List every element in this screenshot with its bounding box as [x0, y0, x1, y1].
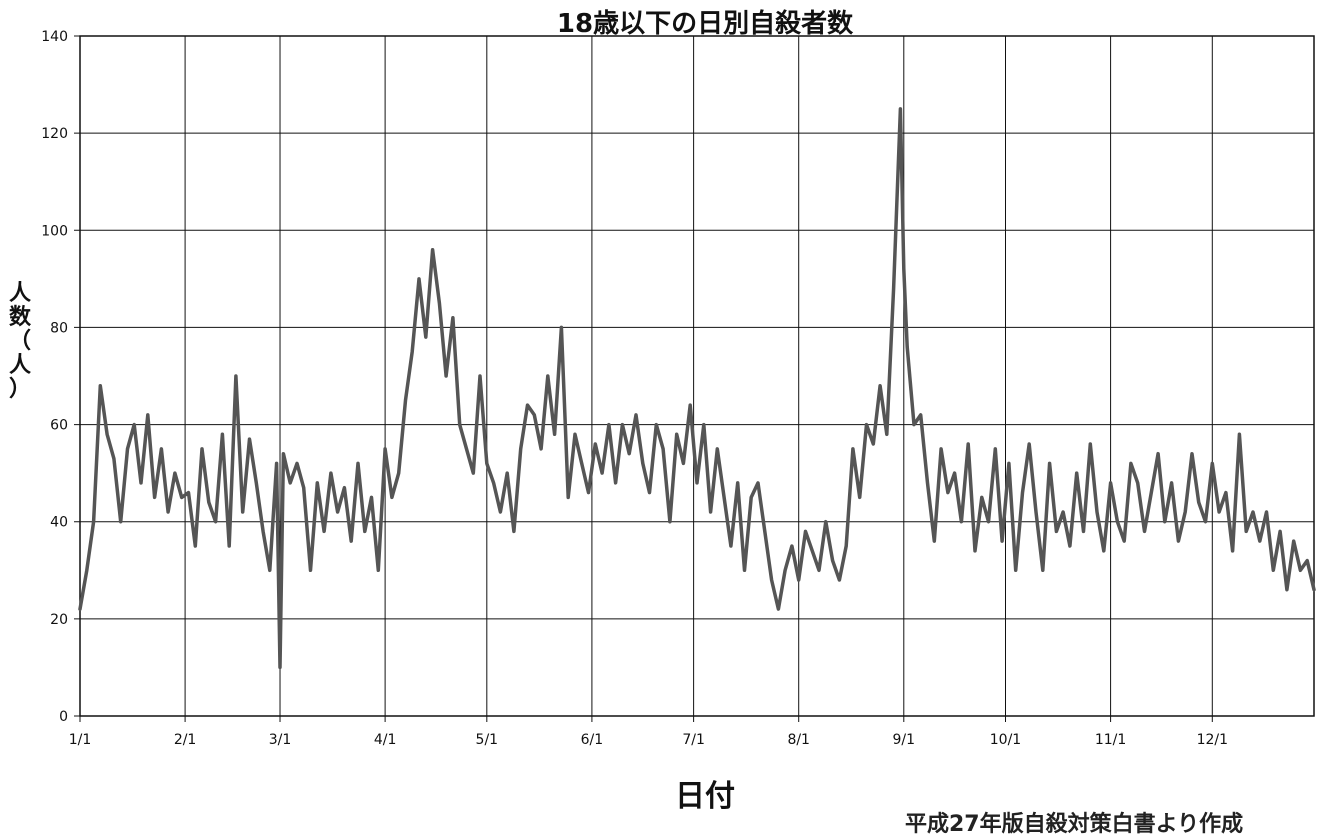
series-line-0	[78, 107, 1316, 670]
y-tick-label: 100	[41, 223, 68, 239]
x-tick-label: 9/1	[893, 732, 916, 748]
y-tick-label: 80	[50, 320, 68, 336]
x-tick-label: 10/1	[990, 732, 1021, 748]
y-tick-label: 20	[50, 612, 68, 628]
y-tick-label: 140	[41, 29, 68, 45]
x-tick-label: 12/1	[1197, 732, 1228, 748]
y-tick-label: 120	[41, 126, 68, 142]
x-tick-labels: 1/1 2/1 3/1 4/1 5/1 6/1 7/1 8/1 9/1 10/1 11/1 12/1	[69, 732, 1228, 748]
series-group	[78, 107, 1316, 670]
x-tick-label: 5/1	[476, 732, 499, 748]
x-tick-label: 4/1	[374, 732, 397, 748]
x-tick-label: 11/1	[1095, 732, 1126, 748]
y-axis-label: 人数（人）	[9, 281, 32, 402]
x-tick-label: 1/1	[69, 732, 92, 748]
x-axis-label: 日付	[675, 779, 735, 814]
footnote: 平成27年版自殺対策白書より作成	[905, 812, 1244, 837]
x-tick-label: 2/1	[174, 732, 197, 748]
x-tick-label: 7/1	[682, 732, 705, 748]
y-tick-label: 60	[50, 418, 68, 434]
plot-border	[79, 35, 1315, 717]
x-tick-label: 8/1	[787, 732, 810, 748]
y-tick-label: 40	[50, 515, 68, 531]
y-tick-label: 0	[59, 709, 68, 725]
y-tick-labels: 0 20 40 60 80 100 120 140	[41, 29, 68, 725]
grid	[74, 35, 1315, 722]
chart-title: 18歳以下の日別自殺者数	[557, 8, 854, 39]
x-tick-label: 6/1	[581, 732, 604, 748]
x-tick-label: 3/1	[269, 732, 292, 748]
